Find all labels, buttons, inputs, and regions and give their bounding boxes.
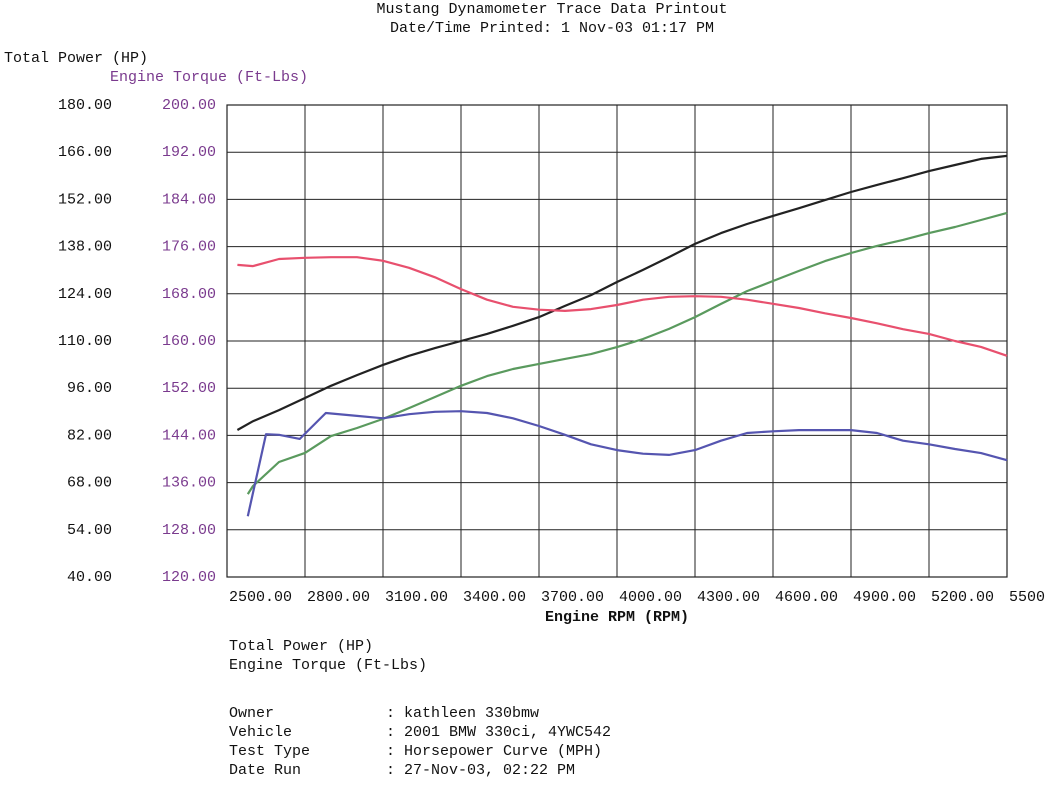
chart-subtitle: Date/Time Printed: 1 Nov-03 01:17 PM xyxy=(390,20,714,37)
series-line xyxy=(236,154,1008,431)
y2-tick-label: 120.00 xyxy=(162,569,216,586)
y2-tick-label: 192.00 xyxy=(162,144,216,161)
info-value: : Horsepower Curve (MPH) xyxy=(386,743,602,760)
y2-axis-title: Engine Torque (Ft-Lbs) xyxy=(110,69,308,86)
series-line xyxy=(246,410,1008,517)
y-tick-label: 82.00 xyxy=(67,427,112,444)
info-label: Test Type xyxy=(229,743,310,760)
y2-tick-label: 152.00 xyxy=(162,380,216,397)
info-label: Owner xyxy=(229,705,274,722)
y-tick-label: 40.00 xyxy=(67,569,112,586)
info-value: : 27-Nov-03, 02:22 PM xyxy=(386,762,575,779)
y2-tick-label: 136.00 xyxy=(162,475,216,492)
y-tick-label: 138.00 xyxy=(58,239,112,256)
x-tick-label: 3400.00 xyxy=(463,589,526,606)
y2-tick-label: 128.00 xyxy=(162,522,216,539)
x-tick-label: 4300.00 xyxy=(697,589,760,606)
x-tick-label: 2800.00 xyxy=(307,589,370,606)
info-label: Vehicle xyxy=(229,724,292,741)
info-label: Date Run xyxy=(229,762,301,779)
y-tick-label: 110.00 xyxy=(58,333,112,350)
info-value: : 2001 BMW 330ci, 4YWC542 xyxy=(386,724,611,741)
series-line xyxy=(237,256,1008,357)
y2-tick-label: 184.00 xyxy=(162,191,216,208)
x-tick-label: 5500 xyxy=(1009,589,1045,606)
y-tick-label: 96.00 xyxy=(67,380,112,397)
y-axis-title: Total Power (HP) xyxy=(4,50,148,67)
y-tick-label: 166.00 xyxy=(58,144,112,161)
x-tick-label: 5200.00 xyxy=(931,589,994,606)
y2-tick-label: 176.00 xyxy=(162,239,216,256)
x-tick-label: 3100.00 xyxy=(385,589,448,606)
y-tick-label: 152.00 xyxy=(58,191,112,208)
y2-tick-label: 168.00 xyxy=(162,286,216,303)
y-tick-label: 180.00 xyxy=(58,97,112,114)
legend-entry: Engine Torque (Ft-Lbs) xyxy=(229,657,427,674)
x-tick-label: 4600.00 xyxy=(775,589,838,606)
y2-tick-label: 160.00 xyxy=(162,333,216,350)
y2-tick-label: 144.00 xyxy=(162,427,216,444)
x-tick-label: 4000.00 xyxy=(619,589,682,606)
series-line xyxy=(246,211,1008,495)
x-tick-label: 3700.00 xyxy=(541,589,604,606)
y2-tick-label: 200.00 xyxy=(162,97,216,114)
x-tick-label: 2500.00 xyxy=(229,589,292,606)
legend-entry: Total Power (HP) xyxy=(229,638,373,655)
y-tick-label: 68.00 xyxy=(67,475,112,492)
chart-title: Mustang Dynamometer Trace Data Printout xyxy=(376,1,727,18)
x-axis-title: Engine RPM (RPM) xyxy=(545,609,689,626)
info-value: : kathleen 330bmw xyxy=(386,705,539,722)
x-tick-label: 4900.00 xyxy=(853,589,916,606)
y-tick-label: 54.00 xyxy=(67,522,112,539)
y-tick-label: 124.00 xyxy=(58,286,112,303)
